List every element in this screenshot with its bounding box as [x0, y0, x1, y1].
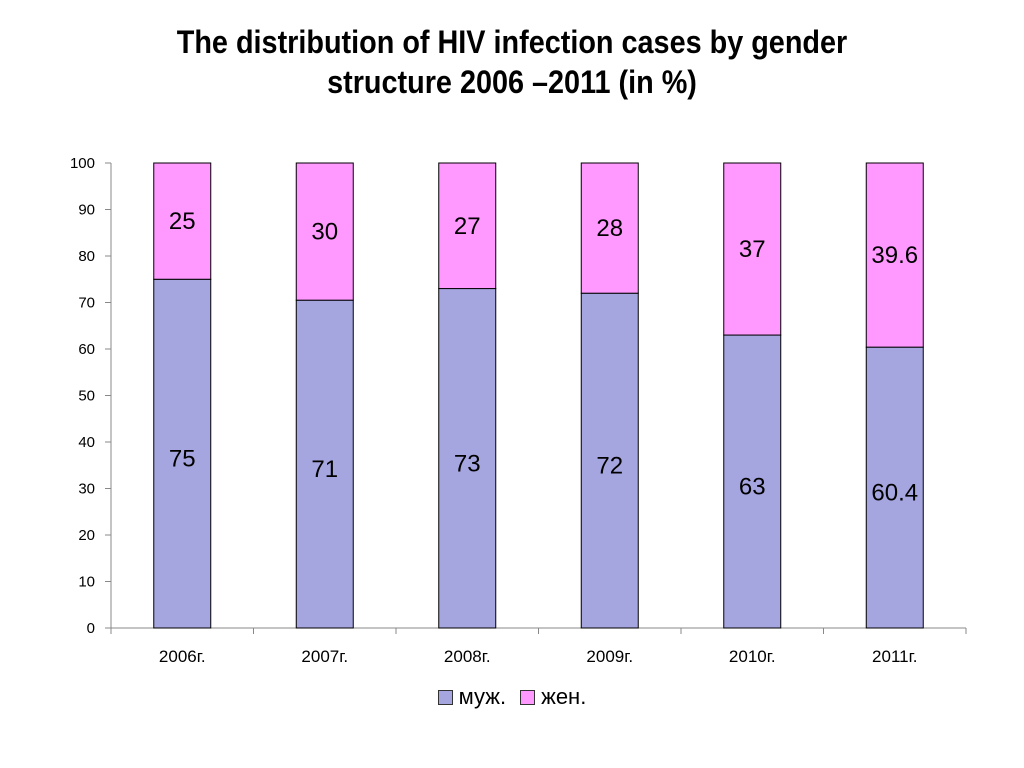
legend-swatch-male	[437, 689, 453, 705]
data-label: 60.4	[871, 480, 918, 507]
data-label: 28	[596, 215, 623, 242]
bar-segment	[153, 278, 212, 629]
y-tick-label: 100	[70, 155, 95, 172]
y-tick-label: 90	[78, 202, 95, 219]
chart-title: The distribution of HIV infection cases …	[51, 22, 973, 102]
y-tick-label: 30	[78, 481, 95, 498]
y-tick-label: 10	[78, 574, 95, 591]
x-tick-label: 2006г.	[159, 647, 206, 666]
data-labels: 75 25 71 30 73 27 72 28 63 37 60.4 39.6	[169, 208, 918, 506]
y-axis: 0 10 20 30 40 50 60 70 80 90 100	[70, 155, 112, 637]
bar-segment	[438, 288, 497, 629]
chart-title-line-2: structure 2006 –2011 (in %)	[327, 64, 697, 100]
data-label: 30	[311, 219, 338, 246]
y-tick-label: 40	[78, 434, 95, 451]
chart-title-line-1: The distribution of HIV infection cases …	[176, 24, 848, 60]
y-tick-label: 70	[78, 295, 95, 312]
legend-label-female: жен.	[541, 684, 587, 709]
bar-segment	[153, 162, 212, 280]
bar-segment	[580, 292, 639, 629]
bar-segment	[723, 162, 782, 336]
legend-swatch-female	[520, 689, 536, 705]
legend-item-male: муж.	[437, 684, 507, 710]
y-tick-label: 50	[78, 388, 95, 405]
bars	[153, 162, 924, 629]
bar-segment	[295, 299, 354, 629]
x-tick-label: 2011г.	[872, 647, 917, 666]
data-label: 63	[739, 474, 766, 501]
data-label: 39.6	[871, 242, 918, 269]
bar-segment	[723, 334, 782, 629]
legend-label-male: муж.	[458, 684, 507, 709]
bar-segment	[438, 162, 497, 290]
y-tick-label: 0	[87, 620, 95, 637]
data-label: 37	[739, 236, 766, 263]
data-label: 75	[169, 446, 196, 473]
data-label: 27	[454, 213, 481, 240]
bar-segment	[865, 162, 924, 348]
data-label: 71	[311, 456, 338, 483]
x-tick-label: 2009г.	[586, 647, 633, 666]
bar-segment	[865, 346, 924, 629]
data-label: 73	[454, 450, 481, 477]
legend-item-female: жен.	[520, 684, 586, 710]
y-tick-label: 80	[78, 248, 95, 265]
legend: муж. жен.	[0, 684, 1024, 710]
y-tick-label: 20	[78, 527, 95, 544]
bar-segment	[580, 162, 639, 294]
data-label: 72	[596, 453, 623, 480]
x-tick-label: 2010г.	[729, 647, 776, 666]
x-tick-label: 2007г.	[301, 647, 348, 666]
x-axis: 2006г. 2007г. 2008г. 2009г. 2010г. 2011г.	[110, 627, 967, 666]
bar-segment	[295, 162, 354, 301]
x-tick-label: 2008г.	[444, 647, 491, 666]
y-tick-label: 60	[78, 341, 95, 358]
data-label: 25	[169, 208, 196, 235]
